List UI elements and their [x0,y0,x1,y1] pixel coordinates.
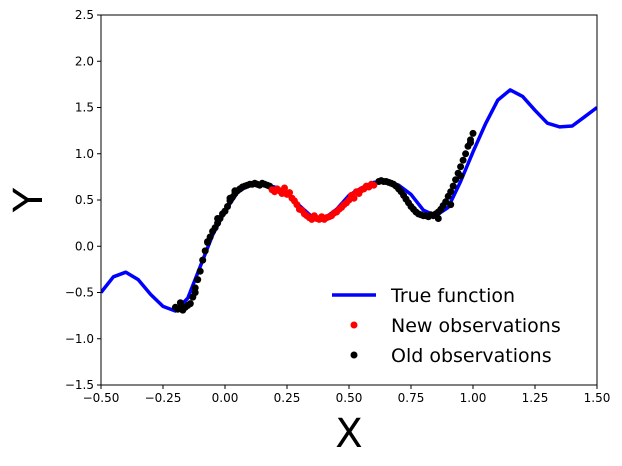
old-observation-point [176,299,184,307]
old-observation-point [194,276,202,284]
y-tick-label: 1.0 [75,147,94,161]
old-observation-point [204,238,212,246]
y-tick-label: 0.0 [75,239,94,253]
old-observation-point [457,172,465,180]
old-observation-point [231,187,239,195]
new-observation-point [286,189,293,197]
x-tick-label: 0.25 [274,391,301,405]
observation-points-layer [171,129,477,314]
old-observation-point [196,267,204,275]
old-observation-point [191,289,199,296]
new-observation-point [281,184,288,192]
x-tick-label: 1.25 [522,391,549,405]
y-tick-label: 1.5 [75,101,94,115]
x-tick-label: −0.25 [145,391,182,405]
y-tick-label: 0.5 [75,193,94,207]
y-tick-label: −1.0 [65,332,94,346]
old-observation-point [452,176,460,184]
legend: True function New observations Old obser… [332,285,561,367]
legend-label-old-observations: Old observations [391,345,552,367]
old-observation-point [224,203,231,210]
new-observation-point [370,181,378,189]
old-observation-point [201,247,209,255]
old-observation-point [469,129,477,137]
old-observation-point [462,150,470,158]
legend-swatch-old-observations [350,351,358,359]
y-axis: −1.5 −1.0 −0.5 0.0 0.5 1.0 1.5 2.0 2.5 [65,8,101,392]
x-tick-label: 1.50 [584,391,611,405]
old-observation-point [449,182,457,190]
old-observation-point [459,156,467,164]
x-tick-label: −0.50 [83,391,120,405]
old-observation-point [226,194,234,202]
x-tick-label: 1.00 [460,391,487,405]
y-axis-label: Y [6,187,52,213]
x-tick-label: 0.75 [398,391,425,405]
new-observation-point [350,194,358,202]
x-axis: −0.50 −0.25 0.00 0.25 0.50 0.75 1.00 1.25 1.50 [83,385,611,405]
legend-label-true-function: True function [390,285,515,307]
x-axis-label: X [335,411,362,457]
x-tick-label: 0.50 [336,391,363,405]
old-observation-point [434,215,442,222]
old-observation-point [199,256,207,264]
y-tick-label: 2.0 [75,54,94,68]
y-tick-label: 2.5 [75,8,94,22]
y-tick-label: −0.5 [65,286,94,300]
old-observation-point [186,300,194,308]
x-tick-label: 0.00 [212,391,239,405]
legend-swatch-new-observations [350,321,358,329]
old-observation-point [447,188,455,196]
legend-label-new-observations: New observations [391,315,561,337]
old-observation-point [457,163,465,171]
old-observation-point [447,201,455,209]
old-observation-point [467,139,474,147]
old-observation-point [214,215,222,222]
plot-area [101,88,597,314]
y-tick-label: −1.5 [65,378,94,392]
